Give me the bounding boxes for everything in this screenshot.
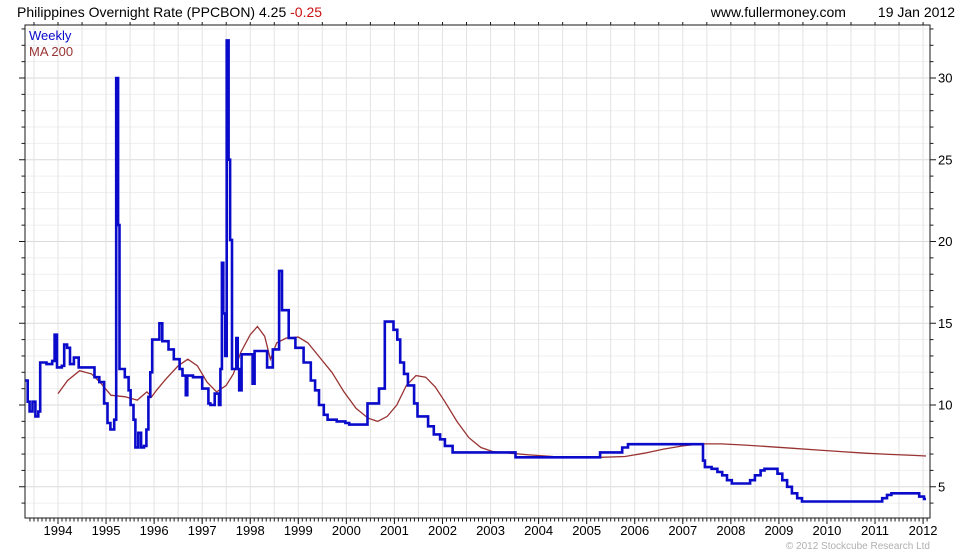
weekly-series-path [25, 39, 926, 503]
x-axis-label: 2010 [812, 523, 841, 538]
x-axis-label: 2001 [380, 523, 409, 538]
x-axis-label: 2007 [668, 523, 697, 538]
x-axis-label: 1998 [236, 523, 265, 538]
change-value: -0.25 [290, 4, 323, 20]
page-title: Philippines Overnight Rate (PPCBON) 4.25… [17, 4, 322, 20]
x-axis-label: 2009 [764, 523, 793, 538]
last-value: 4.25 [259, 4, 287, 20]
x-axis-label: 2008 [716, 523, 745, 538]
instrument-name: Philippines Overnight Rate (PPCBON) [17, 4, 256, 20]
x-axis-label: 1996 [140, 523, 169, 538]
x-axis-label: 2002 [428, 523, 457, 538]
x-axis-label: 1997 [188, 523, 217, 538]
site-link[interactable]: www.fullermoney.com [710, 4, 846, 20]
x-axis-label: 2011 [861, 523, 889, 538]
y-axis-label: 10 [938, 398, 952, 413]
y-axis-label: 25 [938, 152, 952, 167]
x-axis-label: 1995 [92, 523, 121, 538]
x-axis-label: 2003 [476, 523, 505, 538]
legend: Weekly MA 200 [29, 28, 73, 60]
x-axis-label: 2005 [572, 523, 601, 538]
copyright-notice: © 2012 Stockcube Research Ltd [785, 541, 930, 552]
x-axis-label: 2004 [524, 523, 553, 538]
x-axis-label: 2006 [620, 523, 649, 538]
x-axis-label: 1994 [44, 523, 73, 538]
legend-ma200: MA 200 [29, 44, 74, 59]
date-label: 19 Jan 2012 [877, 4, 955, 20]
x-axis-label: 2000 [332, 523, 361, 538]
plot-frame [24, 24, 931, 519]
x-axis-label: 2012 [909, 523, 938, 538]
legend-weekly: Weekly [29, 28, 72, 43]
y-axis-label: 5 [938, 479, 945, 494]
y-axis-label: 15 [938, 316, 952, 331]
y-axis-label: 30 [938, 71, 952, 86]
x-axis-label: 1999 [284, 523, 313, 538]
y-axis-label: 20 [938, 234, 952, 249]
header-right: www.fullermoney.com 19 Jan 2012 [711, 4, 955, 20]
